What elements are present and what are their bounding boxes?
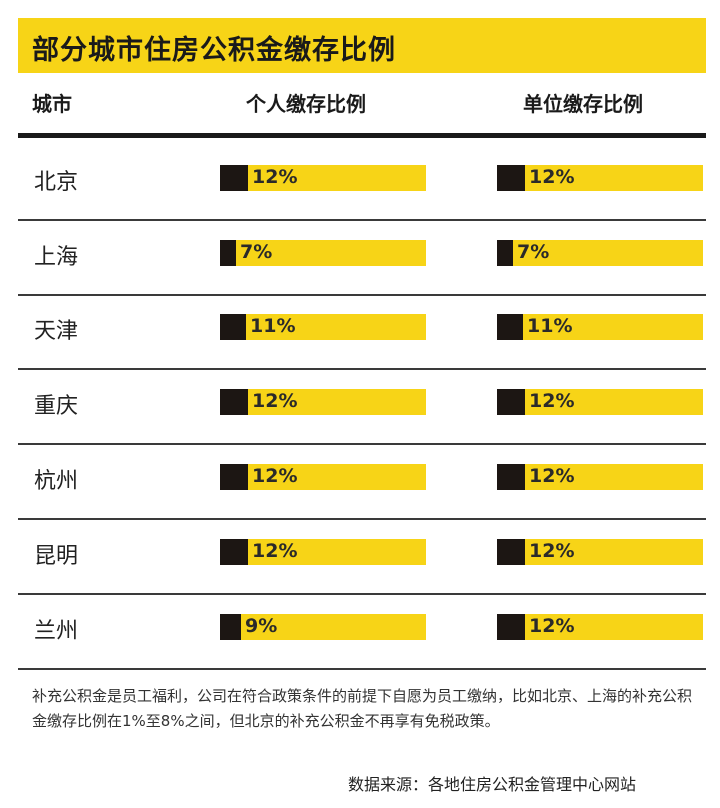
header-rule xyxy=(18,133,706,138)
rate-fill xyxy=(220,539,248,565)
rate-label: 7% xyxy=(240,241,273,263)
row-divider xyxy=(18,219,706,221)
rate-fill xyxy=(220,240,236,266)
rate-label: 12% xyxy=(252,390,298,412)
city-label: 兰州 xyxy=(34,619,79,644)
rate-fill xyxy=(497,539,525,565)
rate-fill xyxy=(220,389,248,415)
rate-label: 7% xyxy=(517,241,550,263)
rate-fill xyxy=(220,314,246,340)
footnote: 补充公积金是员工福利，公司在符合政策条件的前提下自愿为员工缴纳，比如北京、上海的… xyxy=(32,687,693,730)
rate-fill xyxy=(220,165,248,191)
individual-rate-bar: 11% xyxy=(220,314,426,340)
column-header-employer: 单位缴存比例 xyxy=(523,92,643,116)
row-divider xyxy=(18,668,706,670)
individual-rate-bar: 12% xyxy=(220,464,426,490)
individual-rate-bar: 12% xyxy=(220,165,426,191)
rate-label: 12% xyxy=(529,540,575,562)
title-banner: 部分城市住房公积金缴存比例 xyxy=(18,18,706,73)
data-source: 数据来源：各地住房公积金管理中心网站 xyxy=(348,775,637,794)
rate-fill xyxy=(220,464,248,490)
city-label: 北京 xyxy=(34,170,79,195)
individual-rate-bar: 12% xyxy=(220,389,426,415)
rate-label: 11% xyxy=(250,315,296,337)
city-label: 上海 xyxy=(34,245,79,270)
rate-fill xyxy=(220,614,241,640)
rate-fill xyxy=(497,314,523,340)
row-divider xyxy=(18,368,706,370)
individual-rate-bar: 7% xyxy=(220,240,426,266)
employer-rate-bar: 12% xyxy=(497,389,703,415)
city-label: 重庆 xyxy=(34,394,79,419)
employer-rate-bar: 12% xyxy=(497,464,703,490)
rate-label: 12% xyxy=(529,166,575,188)
rate-label: 12% xyxy=(529,390,575,412)
row-divider xyxy=(18,294,706,296)
city-label: 昆明 xyxy=(34,544,79,569)
row-divider xyxy=(18,518,706,520)
rate-fill xyxy=(497,464,525,490)
rate-fill xyxy=(497,389,525,415)
employer-rate-bar: 11% xyxy=(497,314,703,340)
city-label: 杭州 xyxy=(34,469,79,494)
chart-title: 部分城市住房公积金缴存比例 xyxy=(32,35,396,66)
rate-label: 11% xyxy=(527,315,573,337)
rate-fill xyxy=(497,614,525,640)
employer-rate-bar: 12% xyxy=(497,165,703,191)
column-header-city: 城市 xyxy=(32,92,72,116)
employer-rate-bar: 12% xyxy=(497,614,703,640)
rate-label: 12% xyxy=(529,465,575,487)
rate-fill xyxy=(497,240,513,266)
rate-fill xyxy=(497,165,525,191)
rate-label: 12% xyxy=(252,465,298,487)
rate-label: 9% xyxy=(245,615,278,637)
row-divider xyxy=(18,593,706,595)
rate-label: 12% xyxy=(252,540,298,562)
rate-label: 12% xyxy=(252,166,298,188)
rate-label: 12% xyxy=(529,615,575,637)
row-divider xyxy=(18,443,706,445)
column-header-individual: 个人缴存比例 xyxy=(246,92,366,116)
city-label: 天津 xyxy=(34,319,79,344)
employer-rate-bar: 12% xyxy=(497,539,703,565)
individual-rate-bar: 9% xyxy=(220,614,426,640)
individual-rate-bar: 12% xyxy=(220,539,426,565)
employer-rate-bar: 7% xyxy=(497,240,703,266)
